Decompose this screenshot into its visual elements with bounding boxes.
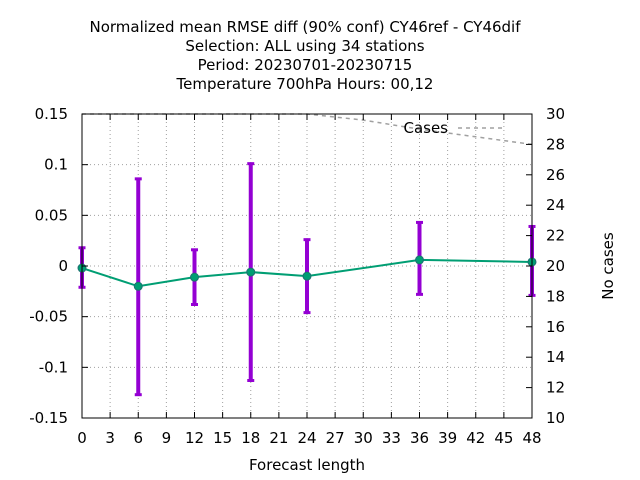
y-tick-label: -0.05: [29, 308, 68, 326]
x-tick-label: 12: [185, 429, 204, 447]
x-tick-label: 42: [466, 429, 485, 447]
y-tick-label: -0.15: [29, 409, 68, 427]
x-tick-label: 27: [326, 429, 345, 447]
y2-tick-label: 30: [546, 105, 565, 123]
y2-tick-label: 22: [546, 227, 565, 245]
axis-ticks: 0 3 6 9 12 15 18 21 24 27 30 33 36 39 42 45 480.150.10.0…: [29, 105, 565, 447]
x-tick-label: 24: [297, 429, 316, 447]
y-tick-label: -0.1: [39, 358, 68, 376]
x-tick-label: 0: [77, 429, 87, 447]
y-tick-label: 0.1: [44, 156, 68, 174]
x-axis-label: Forecast length: [249, 456, 365, 474]
y2-tick-label: 26: [546, 166, 565, 184]
y2-tick-label: 14: [546, 348, 565, 366]
data-point: [415, 255, 424, 265]
x-tick-label: 36: [410, 429, 429, 447]
y-tick-label: 0.05: [35, 206, 68, 224]
y2-axis-label: No cases: [599, 232, 617, 300]
chart-title-line: Period: 20230701-20230715: [198, 56, 413, 74]
x-tick-label: 33: [382, 429, 401, 447]
y2-tick-label: 20: [546, 257, 565, 275]
legend: Cases: [403, 119, 505, 137]
data-point: [133, 281, 143, 291]
x-tick-label: 3: [105, 429, 115, 447]
y2-tick-label: 12: [546, 379, 565, 397]
y2-tick-label: 24: [546, 196, 565, 214]
x-tick-label: 30: [354, 429, 373, 447]
chart-title-line: Normalized mean RMSE diff (90% conf) CY4…: [89, 18, 521, 36]
y2-tick-label: 28: [546, 135, 565, 153]
y-tick-label: 0: [58, 257, 68, 275]
y2-tick-label: 18: [546, 287, 565, 305]
data-point: [190, 272, 199, 282]
legend-label-cases: Cases: [403, 119, 448, 137]
chart-title-line: Selection: ALL using 34 stations: [185, 37, 424, 55]
y2-tick-label: 10: [546, 409, 565, 427]
chart-title: Normalized mean RMSE diff (90% conf) CY4…: [89, 18, 521, 93]
y-tick-label: 0.15: [35, 105, 68, 123]
x-tick-label: 18: [241, 429, 260, 447]
x-tick-label: 45: [494, 429, 513, 447]
data-point: [302, 271, 312, 281]
x-tick-label: 48: [522, 429, 541, 447]
chart-title-line: Temperature 700hPa Hours: 00,12: [176, 75, 434, 93]
data-point: [246, 267, 256, 277]
x-tick-label: 21: [269, 429, 288, 447]
x-tick-label: 15: [213, 429, 232, 447]
y2-tick-label: 16: [546, 318, 565, 336]
x-tick-label: 39: [438, 429, 457, 447]
x-tick-label: 9: [162, 429, 172, 447]
x-tick-label: 6: [133, 429, 143, 447]
